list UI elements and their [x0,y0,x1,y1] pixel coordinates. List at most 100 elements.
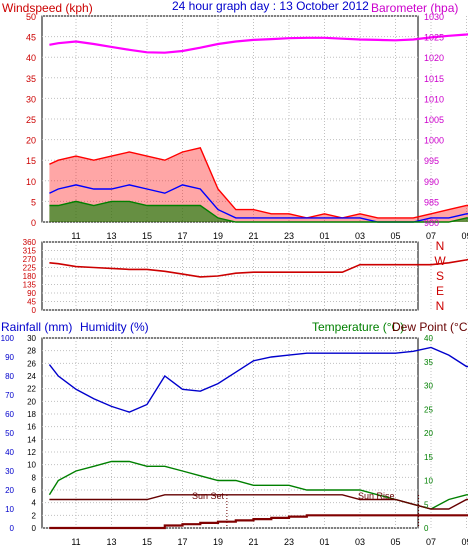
wind-ytick-label: 45 [26,33,36,43]
rain-ytick-label: 2 [32,511,37,520]
rain-ytick-label: 4 [32,499,37,508]
humidity-ytick-label: 40 [5,448,14,457]
humidity-line [48,346,468,413]
barometer-ytick-label: 995 [424,156,439,166]
direction-line [49,258,468,278]
compass-label: N [436,239,445,253]
rain-ytick-label: 18 [27,410,36,419]
humidity-ytick-label: 100 [1,334,15,343]
barometer-axis-title: Barometer (hpa) [371,1,458,15]
wind-xtick-label: 15 [142,231,152,241]
thp-xtick-label: 03 [355,537,365,547]
wind-ytick-label: 0 [31,218,36,228]
wind-ytick-label: 10 [26,177,36,187]
rainfall-line [49,514,468,530]
thp-xtick-label: 11 [71,537,80,547]
wind-ytick-label: 40 [26,53,36,63]
wind-xtick-label: 19 [213,231,223,241]
wind-xtick-label: 13 [106,231,116,241]
barometer-ytick-label: 1020 [424,53,444,63]
direction-ytick-label: 45 [27,298,36,307]
barometer-ytick-label: 1000 [424,136,444,146]
barometer-ytick-label: 985 [424,197,439,207]
wind-xtick-label: 23 [284,231,294,241]
temperature-axis-title: Temperature (°C) [312,320,404,334]
wind-xtick-label: 21 [248,231,258,241]
temp-ytick-label: 5 [424,500,429,509]
direction-ytick-label: 360 [23,238,37,247]
thp-xtick-label: 07 [426,537,436,547]
rain-ytick-label: 0 [32,524,37,533]
temp-ytick-label: 0 [424,524,429,533]
wind-ytick-label: 15 [26,156,36,166]
rain-ytick-label: 22 [27,385,36,394]
chart-title: 24 hour graph day : 13 October 2012 [172,0,369,13]
wind-ytick-label: 20 [26,136,36,146]
wind-ytick-label: 5 [31,197,36,207]
wind-ytick-label: 25 [26,115,36,125]
rain-ytick-label: 14 [27,435,36,444]
wind-low-area [49,201,468,222]
humidity-ytick-label: 80 [5,372,14,381]
rain-ytick-label: 30 [27,334,36,343]
humidity-ytick-label: 60 [5,410,14,419]
rain-ytick-label: 10 [27,461,36,470]
thp-xtick-label: 01 [319,537,329,547]
rain-ytick-label: 20 [27,397,36,406]
humidity-axis-title: Humidity (%) [80,320,149,334]
temp-ytick-label: 25 [424,405,433,414]
sun-set-label: Sun Set [192,491,225,501]
wind-ytick-label: 30 [26,94,36,104]
dewpoint-axis-title: Dew Point (°C) [392,320,468,334]
rain-ytick-label: 28 [27,347,36,356]
direction-ytick-label: 225 [23,264,37,273]
rain-ytick-label: 24 [27,372,36,381]
barometer-line [49,33,468,54]
wind-ytick-label: 50 [26,12,36,22]
dew-point-line [49,494,468,510]
barometer-ytick-label: 1025 [424,33,444,43]
wind-xtick-label: 05 [390,231,400,241]
wind-xtick-label: 07 [426,231,436,241]
barometer-ytick-label: 980 [424,218,439,228]
humidity-ytick-label: 10 [5,505,14,514]
direction-ytick-label: 270 [23,255,37,264]
wind-low-line [49,200,468,223]
thp-xtick-label: 19 [213,537,223,547]
barometer-ytick-label: 1010 [424,94,444,104]
humidity-ytick-label: 30 [5,467,14,476]
direction-ytick-label: 315 [23,247,37,256]
windspeed-axis-title: Windspeed (kph) [2,1,93,15]
temp-ytick-label: 30 [424,382,433,391]
thp-xtick-label: 17 [177,537,187,547]
temp-ytick-label: 35 [424,358,433,367]
direction-ytick-label: 0 [32,306,37,315]
compass-label: W [434,254,446,268]
thp-xtick-label: 21 [248,537,258,547]
humidity-ytick-label: 90 [5,353,14,362]
temp-ytick-label: 20 [424,429,433,438]
wind-gust-line [49,146,468,219]
rain-ytick-label: 6 [32,486,37,495]
sun-rise-label: Sun Rise [358,491,395,501]
temp-ytick-label: 15 [424,453,433,462]
rain-ytick-label: 12 [27,448,36,457]
wind-plot-frame [41,15,419,223]
humidity-ytick-label: 20 [5,486,14,495]
direction-plot-frame [41,241,419,311]
direction-ytick-label: 135 [23,281,37,290]
wind-xtick-label: 03 [355,231,365,241]
thp-xtick-label: 23 [284,537,294,547]
barometer-ytick-label: 990 [424,177,439,187]
temp-ytick-label: 40 [424,334,433,343]
rain-ytick-label: 16 [27,423,36,432]
temp-ytick-label: 10 [424,477,433,486]
wind-gust-area [49,147,468,222]
compass-label: N [436,299,445,313]
thp-xtick-label: 15 [142,537,152,547]
barometer-ytick-label: 1005 [424,115,444,125]
barometer-ytick-label: 1015 [424,74,444,84]
humidity-ytick-label: 0 [10,524,15,533]
direction-ytick-label: 90 [27,289,36,298]
